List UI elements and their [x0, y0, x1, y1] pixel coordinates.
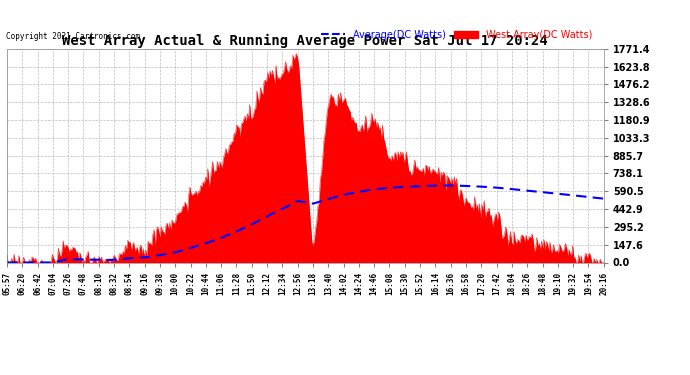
- Text: Copyright 2021 Cartronics.com: Copyright 2021 Cartronics.com: [6, 32, 139, 41]
- Legend: Average(DC Watts), West Array(DC Watts): Average(DC Watts), West Array(DC Watts): [317, 26, 596, 44]
- Title: West Array Actual & Running Average Power Sat Jul 17 20:24: West Array Actual & Running Average Powe…: [63, 33, 548, 48]
